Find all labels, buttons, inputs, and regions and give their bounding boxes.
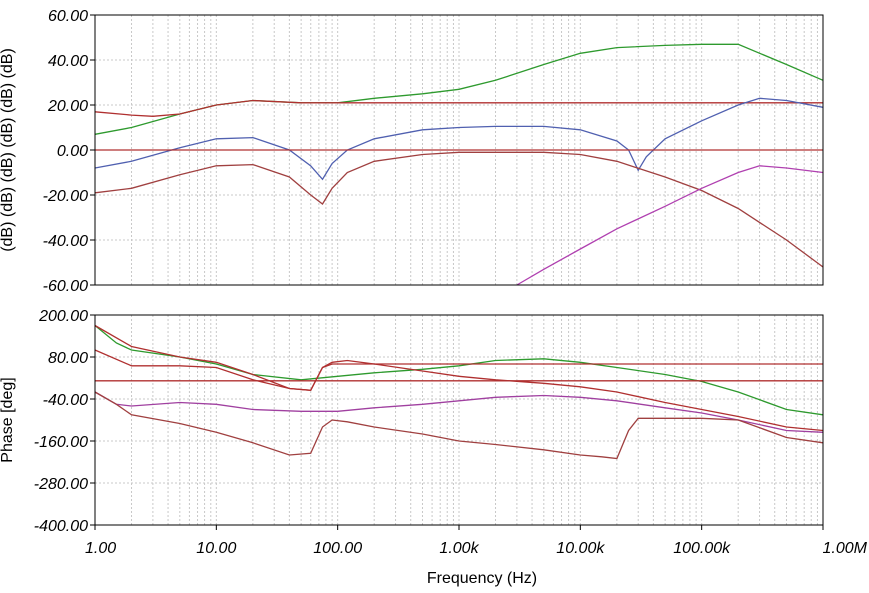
x-tick-label: 1.00k (439, 540, 479, 557)
x-tick-label: 100.00k (673, 540, 731, 557)
series-line-red-upper (94, 324, 824, 432)
phase-panel: 200.00 80.00 -40.00 -160.00 -280.00 -400.00 1… (0, 308, 868, 587)
y-tick-label: 40.00 (48, 53, 88, 70)
phase-y-ticks: 200.00 80.00 -40.00 -160.00 -280.00 -400.00 (34, 308, 95, 535)
x-tick-label: 1.00 (85, 540, 116, 557)
series-line-dark-red (94, 151, 824, 268)
y-tick-label: 20.00 (47, 98, 88, 115)
y-tick-label: -400.00 (34, 518, 88, 535)
y-tick-label: 60.00 (48, 8, 88, 25)
series-line-magenta (94, 391, 824, 433)
magnitude-series (94, 43, 824, 286)
y-tick-label: 0.00 (57, 143, 88, 160)
y-tick-label: 80.00 (48, 350, 88, 367)
x-tick-label: 100.00 (313, 540, 362, 557)
frequency-x-ticks: 1.00 10.00 100.00 1.00k 10.00k 100.00k 1.00M (85, 525, 868, 557)
y-tick-label: -40.00 (43, 233, 88, 250)
phase-series (94, 324, 824, 460)
frequency-x-axis-label: Frequency (Hz) (427, 570, 537, 587)
y-tick-label: -160.00 (34, 434, 88, 451)
y-tick-label: -60.00 (43, 278, 88, 295)
magnitude-y-ticks: 60.00 40.00 20.00 0.00 -20.00 -40.00 -60.00 (43, 8, 95, 295)
phase-y-axis-label: Phase [deg] (0, 377, 16, 462)
y-tick-label: -40.00 (43, 392, 88, 409)
x-tick-label: 1.00M (823, 540, 868, 557)
magnitude-y-axis-label: (dB) (dB) (dB) (dB) (dB) (dB) (0, 48, 16, 252)
y-tick-label: -20.00 (43, 188, 88, 205)
phase-grid (95, 314, 823, 526)
y-tick-label: 200.00 (38, 308, 88, 325)
x-tick-label: 10.00 (196, 540, 236, 557)
x-tick-label: 10.00k (556, 540, 605, 557)
y-tick-label: -280.00 (34, 476, 88, 493)
series-line-dark-red-lower (94, 391, 824, 460)
series-line-red-flat (94, 99, 823, 117)
series-line-magenta (516, 165, 824, 286)
magnitude-panel: 60.00 40.00 20.00 0.00 -20.00 -40.00 -60.00 (d… (0, 8, 824, 295)
series-line-blue (94, 97, 824, 181)
series-line-red-mid (94, 349, 823, 391)
